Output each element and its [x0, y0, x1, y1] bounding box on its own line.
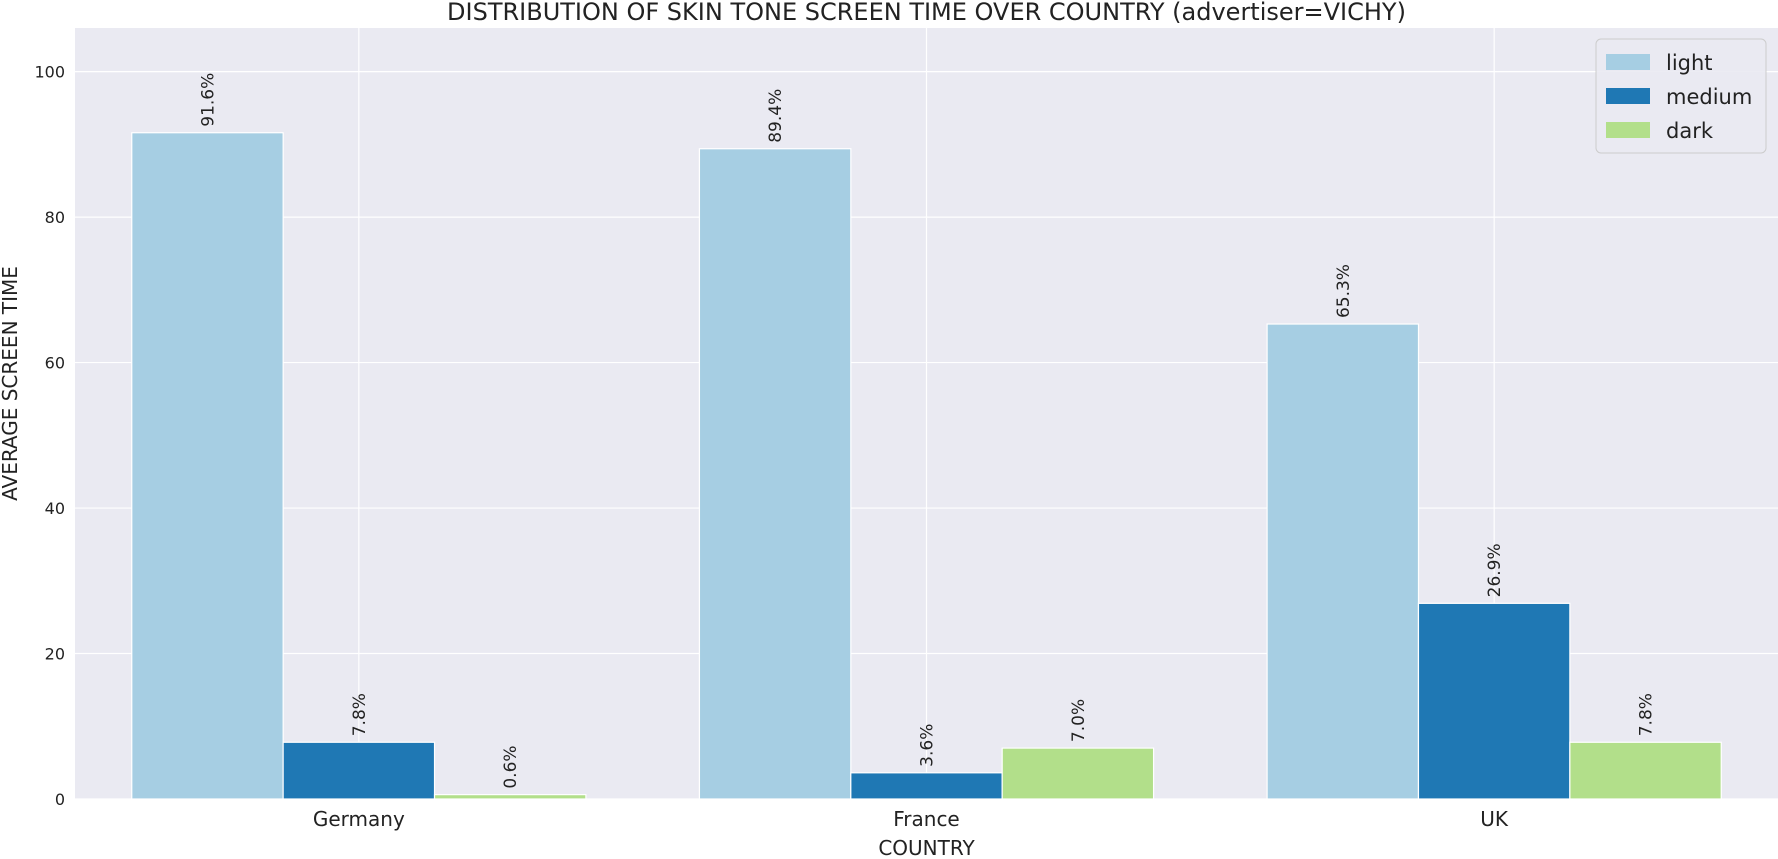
legend-swatch-medium [1606, 88, 1650, 104]
x-axis-title: COUNTRY [878, 836, 975, 859]
data-label: 7.0% [1069, 699, 1089, 742]
y-tick-label: 100 [34, 63, 65, 82]
bar-light [131, 132, 284, 800]
bar-medium [1417, 602, 1571, 800]
y-tick-label: 60 [45, 354, 65, 373]
data-label: 89.4% [766, 89, 786, 143]
data-label: 65.3% [1334, 264, 1354, 318]
data-label: 7.8% [1637, 693, 1657, 736]
legend-label-dark: dark [1666, 119, 1714, 143]
data-label: 26.9% [1485, 543, 1505, 597]
x-tick-label: UK [1480, 807, 1509, 831]
chart-title: DISTRIBUTION OF SKIN TONE SCREEN TIME OV… [447, 0, 1406, 26]
data-label: 0.6% [501, 745, 521, 788]
y-axis-ticks: 0 20 40 60 80 100 [34, 63, 65, 809]
data-labels: 91.6% 89.4% 65.3% 7.8% 3.6% 26.9% 0.6% 7.0% 7.8% [198, 73, 1656, 789]
y-tick-label: 0 [55, 790, 65, 809]
x-tick-label: France [893, 807, 960, 831]
bar-medium [850, 772, 1003, 800]
bar-dark [1569, 741, 1722, 800]
bar-medium [282, 741, 436, 800]
x-tick-label: Germany [313, 807, 405, 831]
data-label: 91.6% [198, 73, 218, 127]
legend-label-medium: medium [1666, 85, 1752, 109]
y-tick-label: 40 [45, 499, 65, 518]
y-tick-label: 80 [45, 208, 65, 227]
bar-light [698, 148, 852, 800]
bars [131, 132, 1722, 800]
x-axis-ticks: Germany France UK [313, 807, 1509, 831]
legend-swatch-dark [1606, 122, 1650, 138]
y-tick-label: 20 [45, 645, 65, 664]
bar-light [1266, 323, 1420, 800]
legend: light medium dark [1595, 38, 1767, 154]
y-axis-title: AVERAGE SCREEN TIME [0, 266, 22, 501]
data-label: 7.8% [350, 693, 370, 736]
legend-label-light: light [1666, 51, 1713, 75]
bar-dark [433, 794, 587, 800]
legend-swatch-light [1606, 54, 1650, 70]
bar-dark [1001, 747, 1155, 800]
data-label: 3.6% [918, 724, 938, 767]
